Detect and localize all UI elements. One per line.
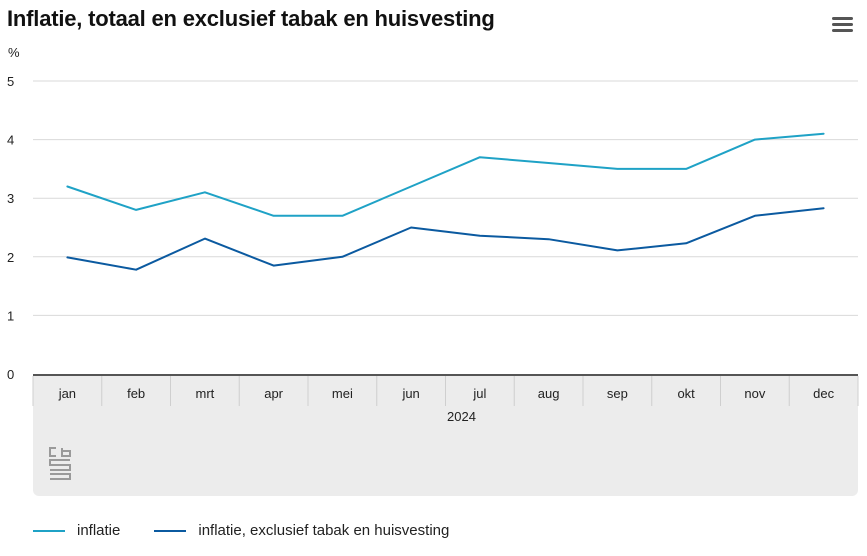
series-line-0: [66, 132, 825, 217]
x-tick-label: jan: [58, 386, 76, 401]
y-tick-label: 2: [7, 250, 14, 265]
y-tick-label: 0: [7, 367, 14, 382]
x-tick-label: nov: [744, 386, 765, 401]
y-tick-label: 4: [7, 133, 14, 148]
y-tick-label: 1: [7, 308, 14, 323]
legend-swatch: [33, 529, 65, 532]
x-tick-label: sep: [607, 386, 628, 401]
x-tick-label: mrt: [195, 386, 214, 401]
y-axis-unit: %: [8, 45, 20, 60]
x-tick-label: jul: [472, 386, 486, 401]
x-tick-label: okt: [677, 386, 695, 401]
chart-title: Inflatie, totaal en exclusief tabak en h…: [7, 6, 495, 31]
legend-label: inflatie, exclusief tabak en huisvesting: [198, 522, 450, 539]
legend: inflatie inflatie, exclusief tabak en hu…: [33, 522, 483, 539]
x-tick-label: aug: [538, 386, 560, 401]
series-line-1: [66, 207, 825, 271]
x-tick-label: jun: [401, 386, 419, 401]
x-tick-label: feb: [127, 386, 145, 401]
legend-swatch: [154, 529, 187, 532]
legend-item-inflatie[interactable]: inflatie: [33, 522, 120, 539]
x-tick-label: apr: [264, 386, 283, 401]
hamburger-menu-icon[interactable]: [830, 14, 856, 36]
legend-label: inflatie: [77, 522, 121, 539]
cbs-logo-icon: [49, 447, 71, 480]
y-tick-label: 3: [7, 191, 14, 206]
legend-item-inflatie-excl[interactable]: inflatie, exclusief tabak en huisvesting: [154, 522, 449, 539]
x-axis-label: 2024: [447, 409, 476, 424]
x-tick-label: dec: [813, 386, 834, 401]
x-tick-label: mei: [332, 386, 353, 401]
y-tick-label: 5: [7, 74, 14, 89]
